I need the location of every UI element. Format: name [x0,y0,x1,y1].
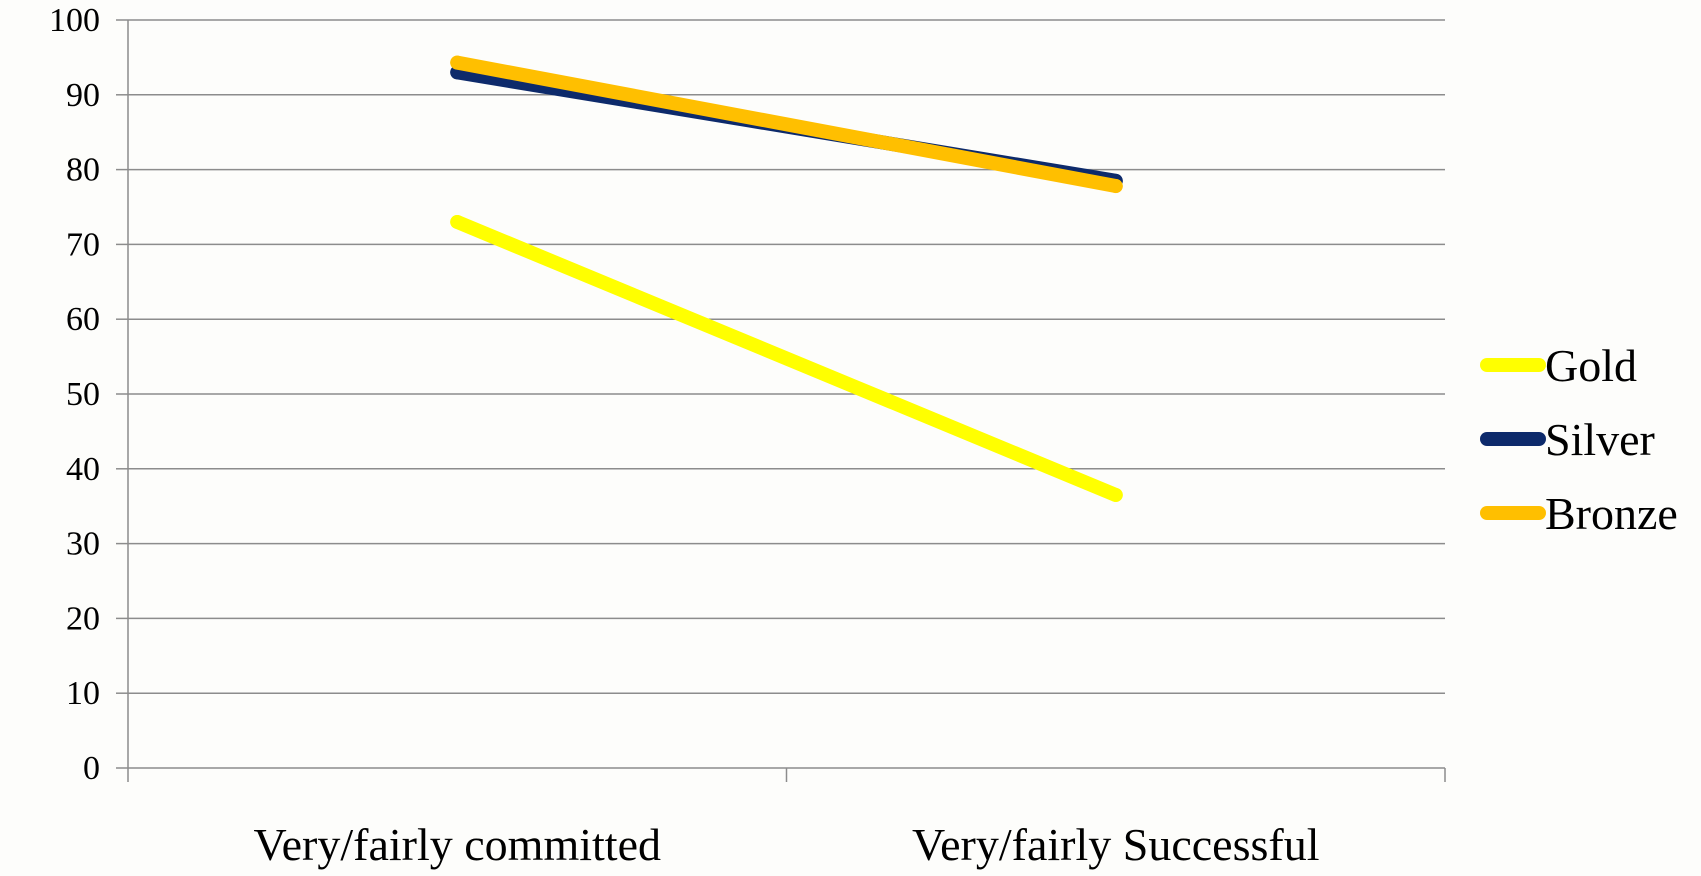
x-tick-label: Very/fairly Successful [912,819,1320,870]
y-tick-label: 60 [66,301,100,338]
series-lines [450,55,1123,502]
y-tick-label: 80 [66,152,100,189]
gridlines [128,19,1445,694]
y-tick-label: 100 [49,2,100,39]
data-point-bronze-0 [450,55,465,70]
legend: Gold Silver Bronze [1480,340,1678,539]
x-tick-label: Very/fairly committed [254,819,662,870]
axes: 0 10 20 30 40 50 60 70 80 90 100 Very/fairly commit… [49,2,1446,870]
y-tick-label: 40 [66,451,100,488]
y-tick-label: 20 [66,600,100,637]
legend-label-bronze: Bronze [1545,488,1678,539]
y-tick-label: 50 [66,376,100,413]
y-tick-label: 70 [66,226,100,263]
legend-label-gold: Gold [1545,340,1637,391]
data-point-gold-1 [1108,487,1123,502]
y-tick-label: 0 [83,750,100,787]
data-point-bronze-1 [1108,179,1123,194]
y-tick-label: 90 [66,77,100,114]
legend-label-silver: Silver [1545,414,1655,465]
series-line-gold [450,214,1123,502]
series-line-bronze [450,55,1123,194]
y-tick-label: 30 [66,526,100,563]
y-tick-label: 10 [66,675,100,712]
data-point-gold-0 [450,214,465,229]
